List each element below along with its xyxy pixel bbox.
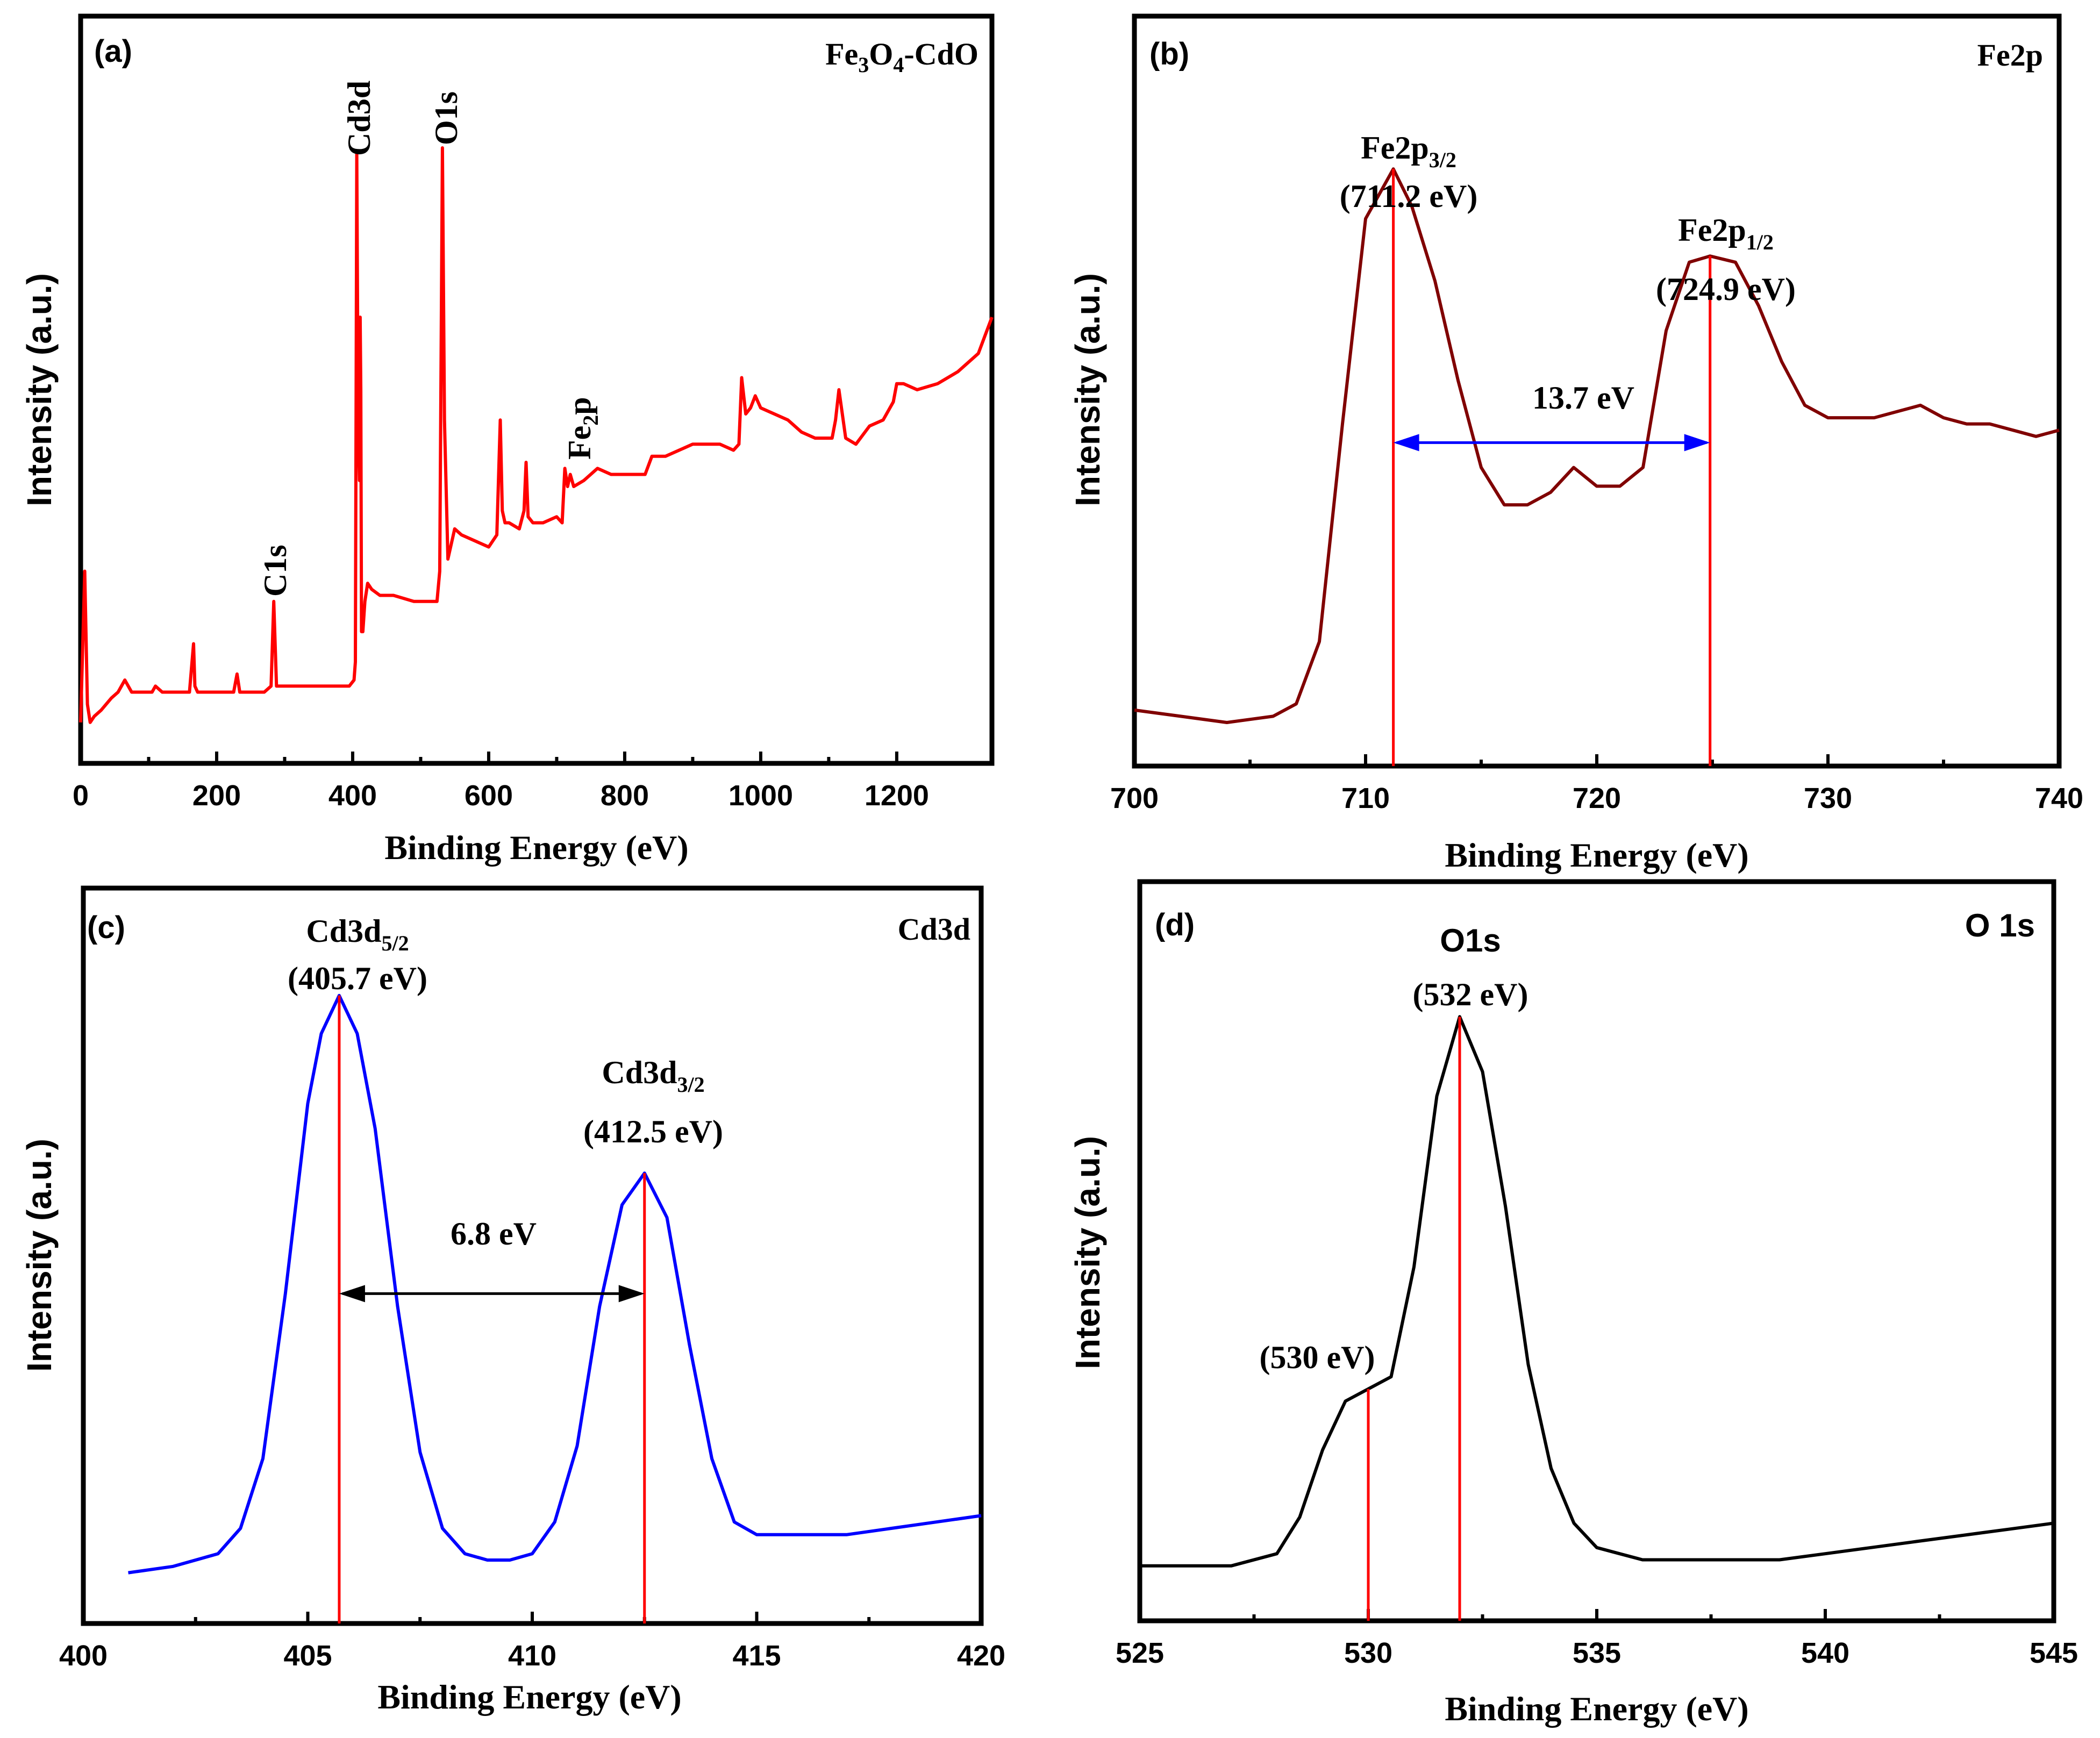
panel-a-frame: [78, 13, 995, 766]
panel-b-x-axis-label: Binding Energy (eV): [1445, 836, 1748, 874]
separation-arrow-head-right: [618, 1285, 645, 1303]
x-tick-label: 405: [283, 1640, 332, 1672]
panel-b-spectrum-line: [1134, 167, 2060, 724]
x-tick-label: 700: [1110, 782, 1159, 814]
panel-a-x-ticks: 0 200 400 600 800 1000 1200: [73, 752, 929, 812]
peak-label-o1s: O1s: [428, 91, 464, 145]
panel-b: 700 710 720 730 740 (b) Fe2p Intensity (a.u.…: [1068, 13, 2083, 874]
x-tick-label: 1200: [865, 779, 929, 812]
panel-d-x-ticks: 525 530 535 540 545: [1116, 1609, 2078, 1669]
x-tick-label: 530: [1344, 1637, 1392, 1669]
panel-c-x-axis-label: Binding Energy (eV): [377, 1678, 681, 1716]
peak-energy-o1s-main: (532 eV): [1413, 977, 1528, 1012]
panel-c-spectrum-line: [128, 993, 982, 1575]
separation-label-fe2p: 13.7 eV: [1532, 380, 1634, 416]
x-tick-label: 200: [192, 779, 241, 812]
panel-c-id: (c): [87, 910, 125, 945]
panel-a-id: (a): [94, 34, 132, 69]
separation-arrow-head-left: [1393, 434, 1419, 452]
x-tick-label: 730: [1804, 782, 1852, 814]
peak-label-fe2p: Fe2p: [562, 397, 603, 460]
peak-label-fe2p3-2: Fe2p3/2: [1361, 130, 1456, 172]
panel-d-frame: [1137, 879, 2056, 1623]
panel-d-y-axis-label: Intensity (a.u.): [1068, 1136, 1107, 1369]
peak-label-cd3d: Cd3d: [341, 81, 377, 156]
panel-c-y-axis-label: Intensity (a.u.): [20, 1139, 59, 1372]
panel-d-id: (d): [1155, 907, 1195, 942]
x-tick-label: 800: [601, 779, 649, 812]
separation-label-cd3d: 6.8 eV: [451, 1216, 537, 1251]
panel-a-title: Fe3O4-CdO: [825, 37, 978, 77]
x-tick-label: 710: [1341, 782, 1390, 814]
x-tick-label: 400: [59, 1640, 108, 1672]
x-tick-label: 540: [1801, 1637, 1849, 1669]
panel-b-title: Fe2p: [1977, 38, 2043, 73]
x-tick-label: 525: [1116, 1637, 1164, 1669]
panel-b-x-ticks: 700 710 720 730 740: [1110, 754, 2083, 814]
peak-energy-o1s-shoulder: (530 eV): [1260, 1340, 1375, 1375]
peak-energy-fe2p1-2: (724.9 eV): [1656, 271, 1796, 307]
x-tick-label: 535: [1573, 1637, 1621, 1669]
panel-c-title: Cd3d: [898, 912, 970, 947]
panel-b-id: (b): [1149, 37, 1189, 71]
peak-energy-cd3d3-2: (412.5 eV): [583, 1114, 723, 1149]
panel-c-x-ticks: 400 405 410 415 420: [59, 1612, 1005, 1672]
peak-label-o1s: O1s: [1440, 922, 1501, 959]
panel-c: 400 405 410 415 420 (c) Cd3d Intensity (a.u.…: [20, 885, 1005, 1716]
x-tick-label: 400: [328, 779, 377, 812]
panel-d: 525 530 535 540 545 (d) O 1s Intensity (a.u.…: [1068, 879, 2078, 1728]
x-tick-label: 420: [957, 1640, 1005, 1672]
panel-a-x-axis-label: Binding Energy (eV): [384, 828, 688, 867]
x-tick-label: 720: [1573, 782, 1621, 814]
separation-arrow-cd3d: [339, 1285, 645, 1303]
x-tick-label: 545: [2030, 1637, 2078, 1669]
panel-a-spectrum-line: [79, 146, 994, 724]
peak-energy-fe2p3-2: (711.2 eV): [1340, 178, 1478, 214]
panel-a-y-axis-label: Intensity (a.u.): [20, 273, 59, 506]
separation-arrow-head-left: [339, 1285, 365, 1303]
peak-label-c1s: C1s: [258, 545, 293, 597]
x-tick-label: 0: [73, 779, 89, 812]
peak-label-cd3d5-2: Cd3d5/2: [306, 913, 409, 955]
panel-d-x-axis-label: Binding Energy (eV): [1445, 1690, 1748, 1728]
x-tick-label: 415: [732, 1640, 781, 1672]
panel-a: 0 200 400 600 800 1000 1200 (a) Fe3O4-CdO Inte…: [20, 13, 995, 867]
separation-arrow-head-right: [1684, 434, 1710, 452]
x-tick-label: 600: [465, 779, 513, 812]
peak-energy-cd3d5-2: (405.7 eV): [288, 961, 427, 996]
peak-label-fe2p1-2: Fe2p1/2: [1678, 212, 1774, 254]
x-tick-label: 740: [2035, 782, 2083, 814]
x-tick-label: 1000: [728, 779, 793, 812]
panel-b-y-axis-label: Intensity (a.u.): [1068, 273, 1107, 506]
peak-label-cd3d3-2: Cd3d3/2: [602, 1055, 704, 1097]
panel-d-title: O 1s: [1965, 907, 2035, 943]
panel-d-spectrum-line: [1140, 1015, 2054, 1568]
x-tick-label: 410: [508, 1640, 556, 1672]
separation-arrow-fe2p: [1393, 434, 1710, 452]
panel-c-frame: [81, 885, 984, 1626]
